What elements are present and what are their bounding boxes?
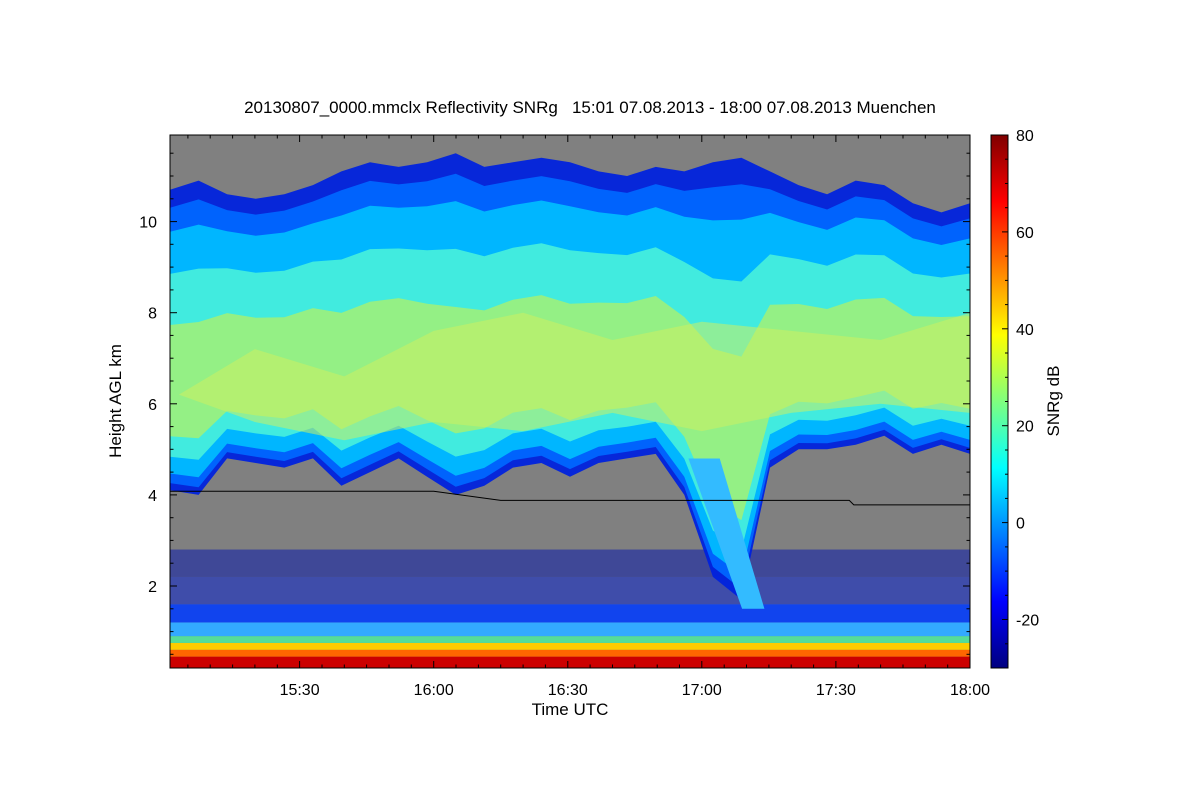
colorbar-tick-label: 20 (1016, 419, 1034, 436)
noise-band (170, 636, 970, 643)
x-tick-label: 17:30 (816, 682, 856, 699)
y-tick-label: 4 (148, 488, 157, 505)
x-tick-label: 16:30 (548, 682, 588, 699)
colorbar-tick-label: 40 (1016, 322, 1034, 339)
x-tick-label: 15:30 (280, 682, 320, 699)
noise-band (170, 549, 970, 577)
x-tick-label: 18:00 (950, 682, 990, 699)
noise-band (170, 642, 970, 650)
colorbar-tick-label: 60 (1016, 225, 1034, 242)
x-axis-label: Time UTC (532, 700, 609, 719)
x-tick-label: 17:00 (682, 682, 722, 699)
cloud-core (178, 312, 970, 441)
y-tick-label: 6 (148, 397, 157, 414)
y-tick-label: 8 (148, 306, 157, 323)
colorbar-tick-label: 80 (1016, 128, 1034, 145)
noise-band (170, 649, 970, 657)
noise-band (170, 656, 970, 668)
y-axis: 2 4 6 8 10 (139, 152, 970, 655)
colorbar-label: SNRg dB (1044, 366, 1063, 437)
plot-area (170, 135, 970, 668)
x-axis: 15:30 16:00 16:30 17:00 17:30 18:00 (187, 135, 990, 699)
noise-band (170, 576, 970, 605)
colorbar: -20 0 20 40 60 80 SNRg dB (990, 128, 1063, 669)
melting-layer-line (170, 490, 970, 506)
colorbar-tick-label: -20 (1016, 613, 1039, 630)
fall-streak (688, 458, 765, 609)
colorbar-tick-label: 0 (1016, 516, 1025, 533)
noise-band (170, 622, 970, 637)
plot-frame (169, 134, 971, 669)
y-tick-label: 10 (139, 215, 157, 232)
colorbar-ticks: -20 0 20 40 60 80 (1002, 128, 1039, 645)
chart-title: 20130807_0000.mmclx Reflectivity SNRg 15… (244, 98, 936, 117)
x-tick-label: 16:00 (414, 682, 454, 699)
y-axis-label: Height AGL km (106, 344, 125, 458)
noise-band (170, 604, 970, 623)
y-tick-label: 2 (148, 579, 157, 596)
